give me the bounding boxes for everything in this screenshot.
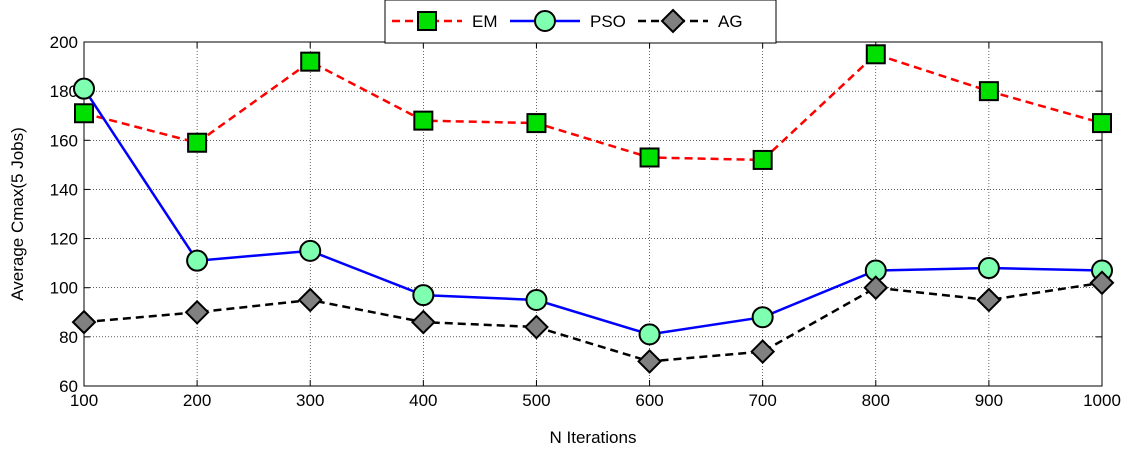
series-line-ag xyxy=(83,281,1103,363)
data-point-ag xyxy=(410,309,436,335)
axis-ticks: 100 200 300 400 500 600 700 800 900 1000 60 80 100 12… xyxy=(50,33,1121,410)
data-point-pso xyxy=(412,284,435,307)
data-point-em xyxy=(526,113,547,134)
data-point-em xyxy=(978,81,999,102)
legend-marker-pso xyxy=(534,10,556,32)
data-point-em xyxy=(639,147,660,168)
data-point-ag xyxy=(1089,270,1115,296)
legend-marker-ag xyxy=(660,8,686,34)
data-point-pso xyxy=(525,289,548,311)
legend-marker-em xyxy=(417,11,437,31)
data-point-em xyxy=(74,103,94,124)
grid xyxy=(83,41,1103,387)
data-point-pso xyxy=(977,257,1000,280)
data-point-pso xyxy=(73,77,95,100)
data-point-ag xyxy=(976,287,1002,313)
data-point-em xyxy=(865,44,886,65)
data-point-pso xyxy=(638,323,661,346)
x-tick-label: 100 xyxy=(70,391,98,410)
data-point-ag xyxy=(524,314,549,340)
x-axis-title: N Iterations xyxy=(550,428,637,447)
data-point-ag xyxy=(297,287,323,313)
data-point-ag xyxy=(750,339,776,365)
data-point-ag xyxy=(637,349,662,374)
data-point-ag xyxy=(71,309,97,335)
y-tick-label: 180 xyxy=(50,82,78,101)
series-line-em xyxy=(83,52,1103,162)
data-point-pso xyxy=(751,306,774,329)
data-point-pso xyxy=(299,239,322,262)
x-tick-label: 700 xyxy=(748,391,776,410)
series-layer xyxy=(71,44,1115,374)
series-line-pso xyxy=(82,87,1103,336)
x-tick-label: 400 xyxy=(409,391,437,410)
x-tick-label: 1000 xyxy=(1083,391,1121,410)
data-point-em xyxy=(752,149,773,170)
y-tick-label: 120 xyxy=(50,230,78,249)
x-tick-label: 900 xyxy=(975,391,1003,410)
y-tick-label: 140 xyxy=(50,180,78,199)
y-tick-label: 200 xyxy=(50,33,78,52)
legend: EM PSO AG xyxy=(384,0,777,44)
data-point-em xyxy=(300,51,321,72)
x-tick-label: 500 xyxy=(522,391,550,410)
legend-label-pso: PSO xyxy=(590,12,626,31)
y-axis-title: Average Cmax(5 Jobs) xyxy=(8,127,27,301)
series-em xyxy=(74,44,1112,170)
x-tick-label: 800 xyxy=(862,391,890,410)
y-tick-label: 60 xyxy=(59,377,78,396)
data-point-em xyxy=(1092,113,1112,134)
data-point-pso xyxy=(186,249,209,272)
legend-label-ag: AG xyxy=(718,12,743,31)
legend-label-em: EM xyxy=(472,12,498,31)
series-pso xyxy=(73,77,1113,346)
data-point-ag xyxy=(184,299,210,325)
y-tick-label: 160 xyxy=(50,131,78,150)
series-ag xyxy=(71,270,1115,374)
plot-frame xyxy=(83,41,1103,387)
data-point-ag xyxy=(863,275,889,301)
data-point-em xyxy=(413,110,434,131)
y-tick-label: 100 xyxy=(50,279,78,298)
x-tick-label: 300 xyxy=(296,391,324,410)
data-point-em xyxy=(187,132,208,153)
x-tick-label: 200 xyxy=(183,391,211,410)
y-tick-label: 80 xyxy=(59,328,78,347)
x-tick-label: 600 xyxy=(635,391,663,410)
